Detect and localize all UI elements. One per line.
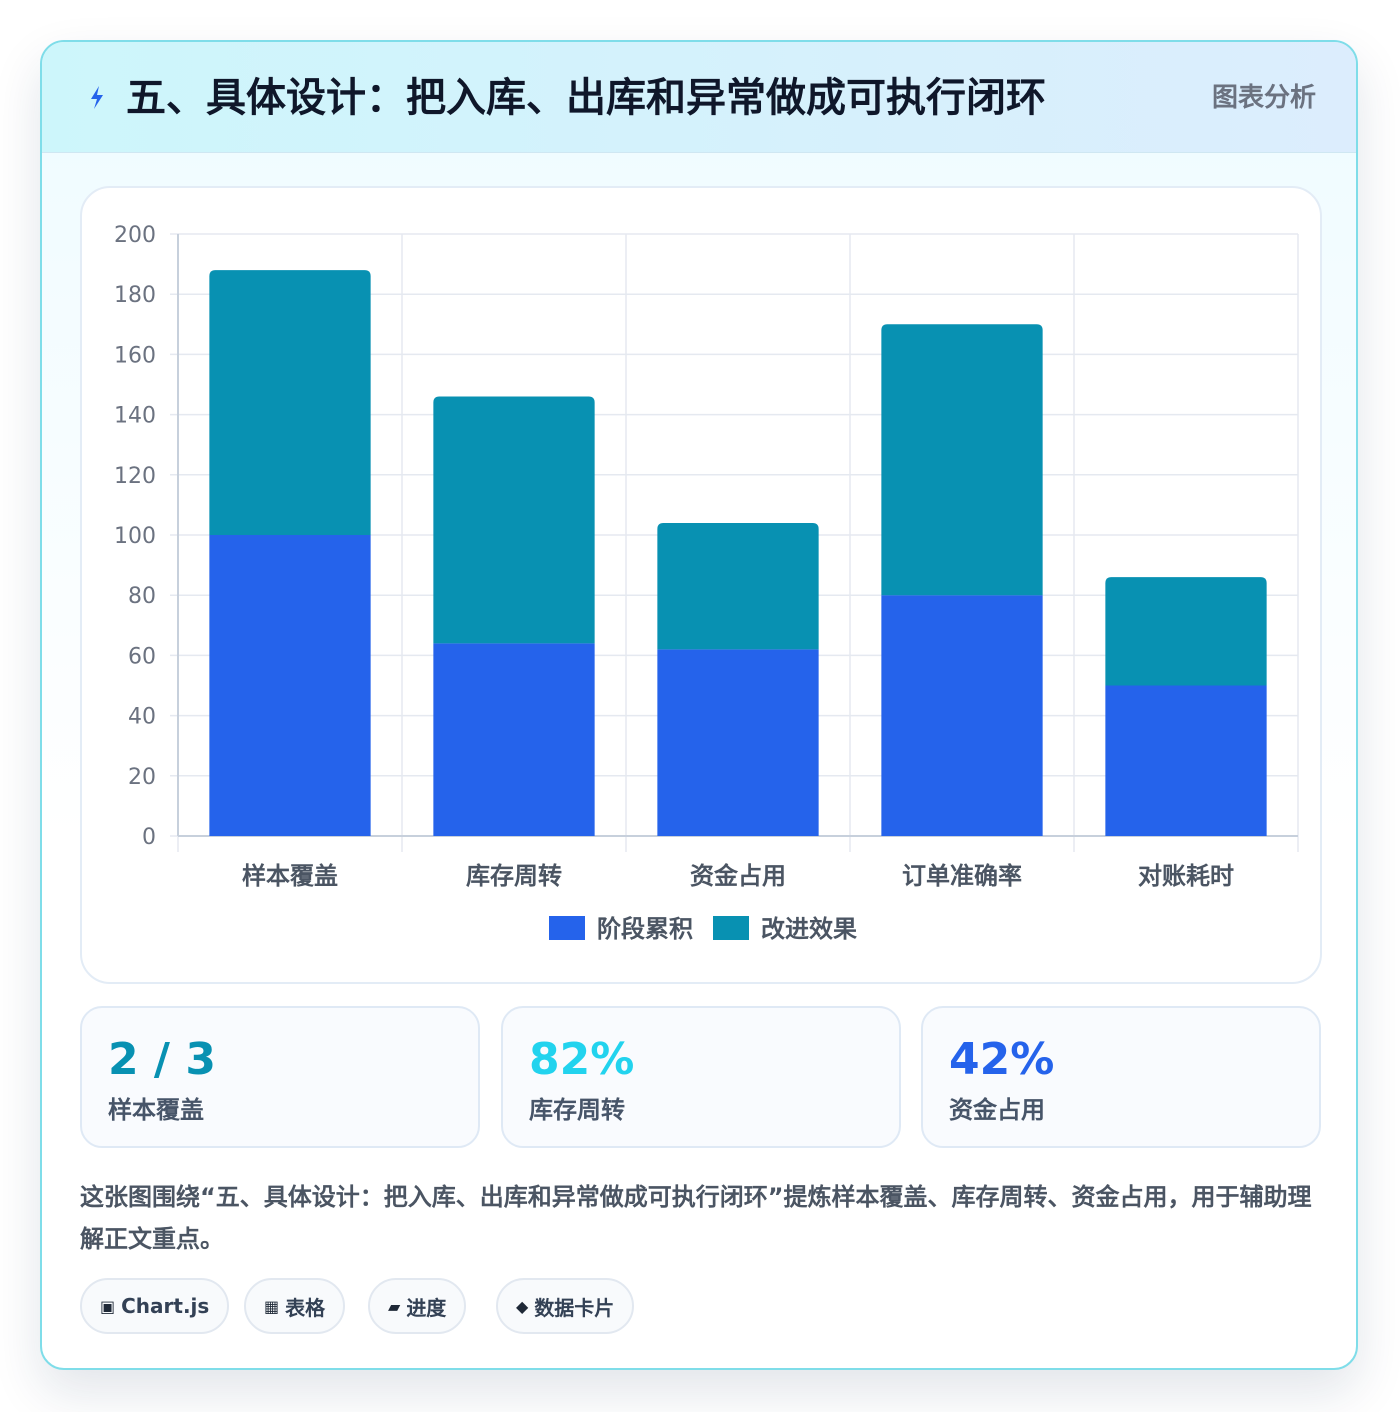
x-tick-label: 资金占用 xyxy=(690,862,786,890)
legend-swatch xyxy=(549,916,585,940)
tag-label: Chart.js xyxy=(121,1294,210,1318)
y-tick-label: 160 xyxy=(114,343,156,368)
y-tick-label: 60 xyxy=(128,644,156,669)
chart-panel: 0 20 40 60 80 100 120 140 160 180 200 样本覆盖 库存周转 资金占用 订… xyxy=(80,186,1322,984)
lightning-icon xyxy=(91,86,103,109)
x-tick-label: 库存周转 xyxy=(466,862,562,890)
bar-segment xyxy=(433,396,595,644)
card-icon: ◆ xyxy=(516,1296,529,1316)
tag-label: 进度 xyxy=(406,1295,447,1320)
tag-data-card[interactable]: ◆ 数据卡片 xyxy=(496,1278,635,1334)
y-tick-label: 0 xyxy=(142,825,156,850)
y-tick-label: 40 xyxy=(128,705,156,730)
x-tick-label: 样本覆盖 xyxy=(242,862,338,890)
y-tick-label: 20 xyxy=(128,765,156,790)
tag-chartjs[interactable]: ▣ Chart.js xyxy=(80,1278,230,1334)
legend-label: 阶段累积 xyxy=(597,915,693,943)
stat-value: 82% xyxy=(529,1034,635,1085)
x-tick-label: 订单准确率 xyxy=(902,862,1022,890)
bar-segment xyxy=(657,649,819,836)
stat-label: 资金占用 xyxy=(949,1096,1045,1124)
card-header: 五、具体设计：把入库、出库和异常做成可执行闭环 图表分析 xyxy=(42,42,1356,153)
tag-progress[interactable]: ▰ 进度 xyxy=(368,1278,467,1334)
y-tick-label: 120 xyxy=(114,464,156,489)
stat-label: 库存周转 xyxy=(529,1096,625,1124)
bar-segment xyxy=(657,522,819,650)
bar-segment xyxy=(209,270,371,535)
tag-label: 表格 xyxy=(285,1295,326,1320)
y-tick-label: 180 xyxy=(114,283,156,308)
legend-swatch xyxy=(713,916,749,940)
stacked-bar-chart: 0 20 40 60 80 100 120 140 160 180 200 样本覆盖 库存周转 资金占用 订… xyxy=(114,223,1299,943)
bar-segment xyxy=(881,595,1043,836)
chart-card: 五、具体设计：把入库、出库和异常做成可执行闭环 图表分析 0 20 40 60 80 10… xyxy=(40,40,1358,1370)
progress-icon: ▰ xyxy=(388,1296,401,1316)
bar-segment xyxy=(1105,685,1267,836)
stat-label: 样本覆盖 xyxy=(108,1096,204,1124)
table-icon: ▦ xyxy=(264,1296,280,1316)
stat-card-capital: 42% 资金占用 xyxy=(921,1006,1321,1148)
tag-table[interactable]: ▦ 表格 xyxy=(244,1278,346,1334)
y-tick-label: 140 xyxy=(114,404,156,429)
stat-card-turnover: 82% 库存周转 xyxy=(501,1006,901,1148)
bar-segment xyxy=(433,643,595,836)
legend-label: 改进效果 xyxy=(761,915,857,943)
chart-description: 这张图围绕“五、具体设计：把入库、出库和异常做成可执行闭环”提炼样本覆盖、库存周… xyxy=(80,1183,1312,1253)
y-tick-label: 200 xyxy=(114,223,156,248)
page-title: 五、具体设计：把入库、出库和异常做成可执行闭环 xyxy=(126,75,1046,121)
chart-icon: ▣ xyxy=(100,1296,116,1316)
stat-card-coverage: 2 / 3 样本覆盖 xyxy=(80,1006,480,1148)
x-tick-label: 对账耗时 xyxy=(1138,862,1234,890)
bar-segment xyxy=(1105,577,1267,686)
chart-analysis-label: 图表分析 xyxy=(1211,83,1316,113)
bar-segment xyxy=(881,324,1043,596)
y-tick-label: 80 xyxy=(128,584,156,609)
stat-value: 42% xyxy=(949,1034,1055,1085)
bar-segment xyxy=(209,535,371,836)
stat-value: 2 / 3 xyxy=(108,1034,216,1085)
tag-label: 数据卡片 xyxy=(534,1295,615,1320)
y-tick-label: 100 xyxy=(114,524,156,549)
